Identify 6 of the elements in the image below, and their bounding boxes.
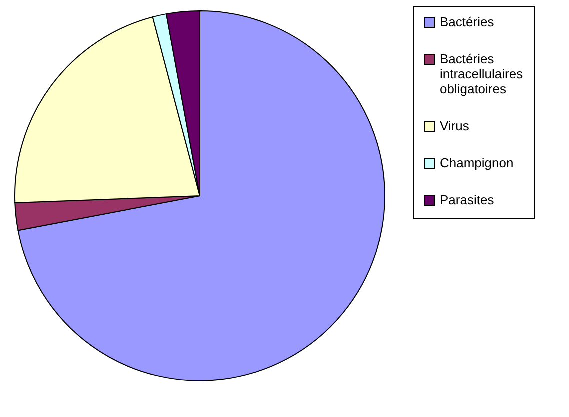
legend-label: Parasites — [440, 192, 495, 208]
legend-label: Bactéries intracellulaires obligatoires — [440, 52, 524, 96]
pie-slice — [18, 10, 386, 382]
legend-label: Virus — [440, 118, 470, 134]
legend-label: Champignon — [440, 156, 514, 170]
legend-label: Bactéries — [440, 14, 495, 30]
